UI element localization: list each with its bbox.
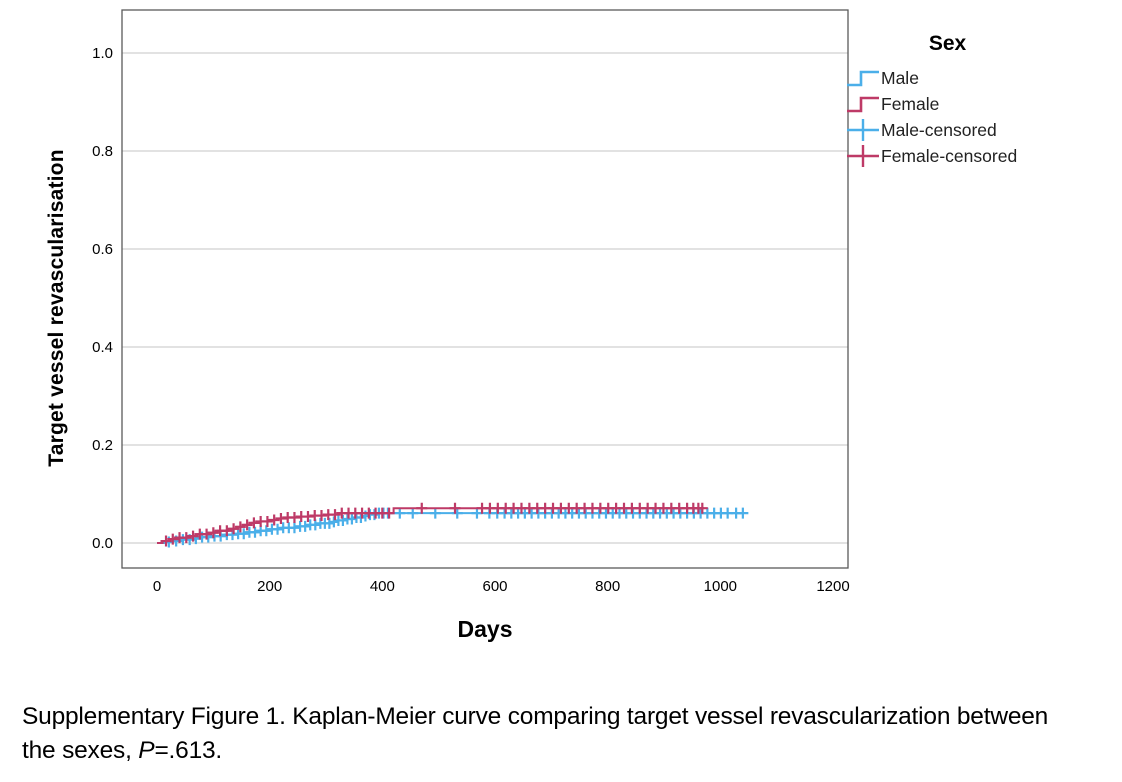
caption-text-before: Supplementary Figure 1. Kaplan-Meier cur… [22,703,1049,764]
male-censor-mark [429,507,441,519]
y-tick-label: 0.8 [92,143,113,160]
male-censored-plus-icon [847,119,879,141]
male-censor-mark [309,519,321,531]
male-censor-mark [737,507,749,519]
legend-item-female-censored: Female-censored [845,143,1085,169]
male-censor-mark [471,507,483,519]
female-censor-mark [160,535,172,547]
female-censored-plus-icon [847,145,879,167]
female-censor-mark [167,533,179,545]
female-step-line-icon [847,96,879,113]
male-censor-mark [238,528,250,540]
female-censor-mark [261,515,273,527]
female-censor-mark [696,502,708,514]
male-censor-mark [407,507,419,519]
legend-item-label: Male-censored [881,120,997,140]
male-censor-mark [249,526,261,538]
female-censor-mark [187,530,199,542]
legend-item-male-censored: Male-censored [845,117,1085,143]
km-chart-canvas: 0 200 400 600 800 1000 1200 0.0 0.2 0.4 0.6 0.8 1.0 [92,9,850,595]
figure-caption: Supplementary Figure 1. Kaplan-Meier cur… [22,700,1070,768]
male-survival-curve [157,512,743,544]
km-figure: 0 200 400 600 800 1000 1200 0.0 0.2 0.4 0.6 0.8 1.0 … [45,9,1085,642]
male-censor-mark [451,507,463,519]
y-tick-label: 0.4 [92,339,113,356]
male-censor-mark [394,507,406,519]
legend-item-male: Male [845,65,1085,91]
legend-item-label: Female [881,94,940,114]
x-tick-label: 400 [370,578,395,595]
x-tick-label: 1200 [816,578,849,595]
x-tick-label: 200 [257,578,282,595]
female-censor-mark [241,519,253,531]
female-censor-mark [180,532,192,544]
x-tick-label: 1000 [704,578,737,595]
caption-text-after: =.613. [154,737,223,764]
x-tick-label: 800 [595,578,620,595]
male-censor-mark [288,522,300,534]
male-step-line-icon [847,70,879,87]
caption-p-symbol: P [138,737,155,764]
female-censor-mark [383,507,395,519]
x-tick-label: 600 [482,578,507,595]
legend: Sex Male Female Male-censored Female-cen… [845,32,1085,169]
y-axis-title: Target vessel revascularisation [45,149,68,467]
y-tick-label: 1.0 [92,45,113,62]
female-censor-mark [228,523,240,535]
y-tick-label: 0.2 [92,437,113,454]
legend-title: Sex [928,32,967,55]
female-censor-mark [416,502,428,514]
female-censor-mark [449,502,461,514]
x-axis-title: Days [457,616,513,642]
female-censor-mark [234,521,246,533]
legend-item-label: Male [881,68,919,88]
legend-item-female: Female [845,91,1085,117]
female-censor-mark [201,528,213,540]
male-censor-mark [260,525,272,537]
female-censor-mark [207,527,219,539]
male-censor-mark [299,520,311,532]
plot-frame [121,9,849,569]
x-tick-label: 0 [153,578,161,595]
y-tick-label: 0.0 [92,535,113,552]
female-censor-mark [221,525,233,537]
female-censor-mark [329,509,341,521]
y-tick-label: 0.6 [92,241,113,258]
legend-item-label: Female-censored [881,146,1018,166]
male-censor-mark [272,523,284,535]
female-censor-mark [268,514,280,526]
female-censor-mark [248,517,260,529]
